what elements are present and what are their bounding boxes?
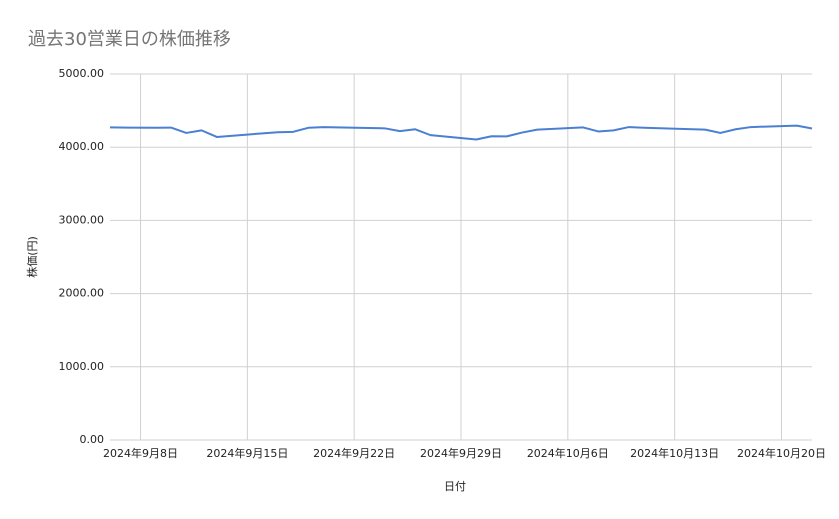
y-tick-label: 2000.00 [59, 287, 105, 300]
x-tick-label: 2024年9月8日 [103, 446, 178, 460]
y-tick-label: 1000.00 [59, 360, 105, 373]
x-tick-label: 2024年10月20日 [737, 446, 826, 460]
x-tick-label: 2024年9月15日 [206, 446, 288, 460]
y-axis-title: 株価(円) [25, 236, 39, 278]
y-tick-label: 0.00 [80, 433, 105, 446]
x-tick-label: 2024年9月29日 [420, 446, 502, 460]
y-tick-label: 5000.00 [59, 67, 105, 80]
x-tick-label: 2024年10月13日 [630, 446, 719, 460]
y-tick-label: 4000.00 [59, 140, 105, 153]
chart-title: 過去30営業日の株価推移 [28, 29, 231, 50]
y-tick-label: 3000.00 [59, 213, 105, 226]
x-axis-title: 日付 [444, 480, 466, 493]
x-tick-label: 2024年9月22日 [313, 446, 395, 460]
price-line [109, 124, 813, 141]
x-tick-label: 2024年10月6日 [527, 446, 609, 460]
